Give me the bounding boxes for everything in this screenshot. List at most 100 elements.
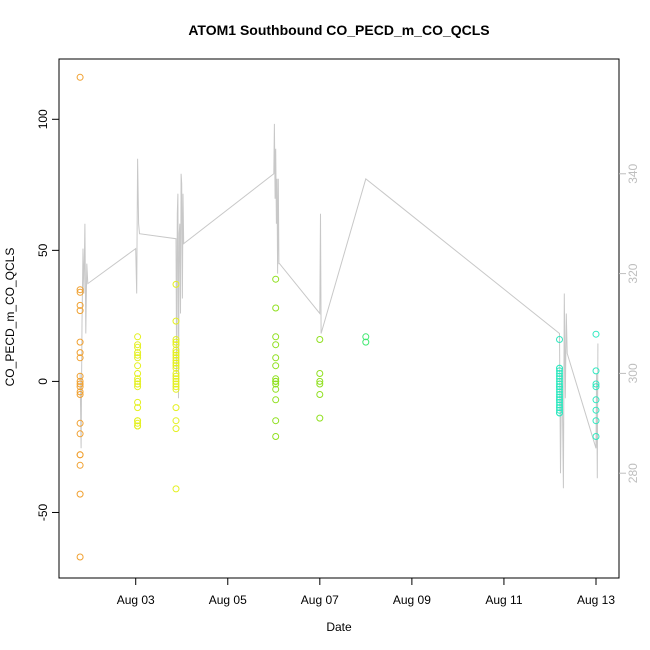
data-point [272,433,280,440]
points-layer [76,73,600,561]
data-point [172,317,180,325]
data-point [316,380,324,388]
data-point [172,280,180,288]
data-point [76,73,84,81]
data-point [272,377,280,385]
data-point [134,341,142,349]
data-point [134,398,142,406]
data-point [76,490,84,498]
data-point [556,364,563,372]
data-point [76,388,84,396]
data-point [134,380,142,388]
data-point [272,417,280,425]
data-point [556,393,563,401]
data-point [556,391,563,398]
data-point [592,330,600,338]
data-point [272,380,280,388]
data-point [272,354,280,362]
data-point [134,417,142,425]
data-point [76,301,84,309]
data-point [172,425,180,433]
y-axis-label: CO_PECD_m_CO_QCLS [3,248,17,387]
data-point [272,375,280,383]
data-point [76,377,84,385]
y-axis: -50 0 50 100 [36,109,59,521]
data-point [76,307,84,315]
data-point [172,356,180,364]
data-point [76,286,84,294]
data-point [172,370,180,377]
data-point [172,349,180,357]
data-point [134,333,142,341]
data-point [172,351,180,359]
data-point [76,553,84,561]
x-tick-label: Aug 09 [393,593,431,607]
data-point [134,375,142,383]
plot-frame [58,58,620,579]
data-point [172,362,180,370]
data-point [592,406,600,414]
data-point [556,404,563,412]
x-axis-label: Date [326,620,352,634]
data-point [134,362,142,370]
data-point [272,396,280,404]
data-point [134,422,142,430]
data-point [556,383,563,391]
data-point [172,385,180,393]
data-point [172,341,180,349]
data-point [172,336,180,343]
data-point [556,370,563,377]
data-point [134,354,142,362]
data-point [362,333,370,341]
data-point [76,391,84,398]
y-tick-label: -50 [36,503,50,521]
data-point [76,430,84,438]
data-point [172,404,180,412]
data-point [172,359,180,367]
right-y-tick-label: 300 [626,363,640,383]
data-point [172,380,180,388]
data-point [556,409,563,417]
data-point [592,367,600,375]
right-y-tick-label: 340 [626,163,640,183]
data-point [556,380,563,388]
data-point [556,406,563,414]
data-point [76,451,84,459]
data-point [556,385,563,393]
data-point [76,349,84,357]
right-axis-line-layer [79,123,599,489]
data-point [592,396,600,404]
data-point [76,380,84,388]
x-axis: Aug 03 Aug 05 Aug 07 Aug 09 Aug 11 Aug 13 [117,578,615,607]
x-tick-label: Aug 05 [209,593,247,607]
data-point [556,367,563,375]
data-point [592,383,600,391]
x-tick-label: Aug 07 [301,593,339,607]
data-point [556,372,563,380]
x-tick-label: Aug 03 [117,593,155,607]
data-point [134,351,142,359]
data-point [272,341,280,349]
data-point [316,336,324,343]
data-point [134,404,142,412]
data-point [76,419,84,427]
data-point [556,377,563,385]
data-point [556,336,563,343]
x-tick-label: Aug 11 [485,593,522,607]
data-point [172,485,180,493]
data-point [172,375,180,383]
data-point [556,398,563,406]
data-point [134,349,142,357]
data-point [172,417,180,425]
data-point [556,388,563,396]
data-point [76,338,84,346]
y-tick-label: 100 [36,109,50,129]
data-point [172,346,180,354]
data-point [134,343,142,351]
data-point [172,364,180,372]
data-point [76,288,84,296]
data-point [76,383,84,391]
data-point [134,383,142,391]
chart-title: ATOM1 Southbound CO_PECD_m_CO_QCLS [188,22,489,38]
